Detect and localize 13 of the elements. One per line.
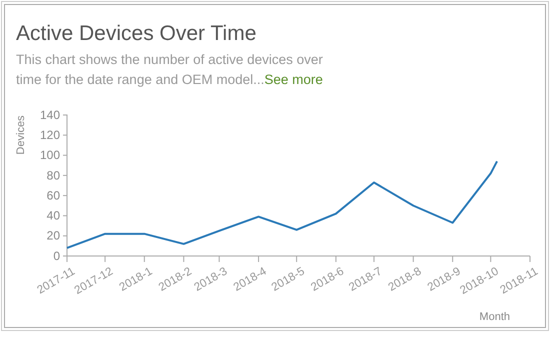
y-tick-label: 20 [46, 228, 60, 243]
y-tick-label: 0 [53, 248, 60, 263]
y-tick-label: 60 [46, 188, 60, 202]
x-axis-title: Month [479, 311, 510, 323]
text: See more [264, 72, 323, 87]
y-tick-label: 120 [40, 128, 60, 142]
y-tick-label: 80 [46, 168, 60, 182]
line-series [66, 160, 498, 249]
y-tick-label: 40 [46, 208, 60, 223]
y-tick-label: 100 [40, 148, 60, 162]
y-axis-title: Devices [15, 114, 27, 155]
chart-title: Active Devices Over Time [16, 22, 256, 46]
y-tick-label: 140 [40, 108, 60, 122]
